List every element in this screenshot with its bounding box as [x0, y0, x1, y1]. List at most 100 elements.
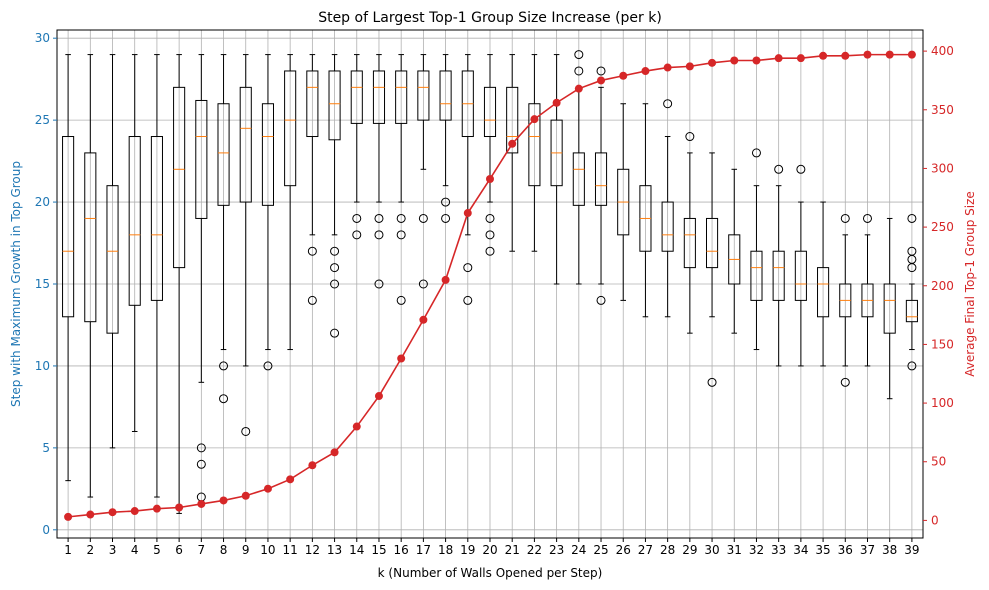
boxplot — [461, 54, 474, 305]
boxplot — [439, 54, 452, 223]
x-tick-label: 31 — [727, 543, 742, 557]
x-tick-label: 20 — [482, 543, 497, 557]
box-iqr — [195, 99, 208, 219]
box-iqr — [306, 70, 319, 138]
average-group-size-point — [597, 76, 606, 85]
average-group-size-point — [175, 503, 184, 512]
box-iqr — [572, 152, 585, 206]
outlier-point — [907, 213, 917, 223]
x-tick-label: 15 — [371, 543, 386, 557]
box-iqr — [817, 267, 830, 318]
x-tick-label: 29 — [682, 543, 697, 557]
box-iqr — [128, 136, 141, 306]
average-group-size-point — [219, 496, 228, 505]
outlier-point — [485, 213, 495, 223]
right-y-tick-label: 250 — [931, 220, 954, 234]
x-tick-label: 39 — [904, 543, 919, 557]
box-iqr — [395, 70, 408, 124]
boxplot — [150, 54, 163, 498]
x-tick-label: 4 — [131, 543, 139, 557]
boxplot — [861, 213, 874, 367]
box-iqr — [883, 283, 896, 334]
outlier-point — [374, 279, 384, 289]
outlier-point — [374, 230, 384, 240]
boxplot — [772, 164, 785, 367]
boxplot — [261, 54, 274, 371]
box-iqr — [439, 70, 452, 121]
average-group-size-point — [241, 491, 250, 500]
average-group-size-point — [907, 50, 916, 59]
x-tick-label: 6 — [175, 543, 183, 557]
x-tick-label: 18 — [438, 543, 453, 557]
average-group-size-point — [86, 510, 95, 519]
average-group-size-point — [730, 56, 739, 65]
outlier-point — [219, 361, 229, 371]
boxplot — [706, 152, 719, 387]
box-iqr — [150, 136, 163, 301]
outlier-point — [330, 279, 340, 289]
outlier-point — [396, 295, 406, 305]
x-tick-label: 2 — [86, 543, 94, 557]
x-tick-label: 3 — [109, 543, 117, 557]
x-tick-label: 25 — [593, 543, 608, 557]
box-iqr — [661, 201, 674, 252]
boxplot — [306, 54, 319, 305]
outlier-point — [485, 246, 495, 256]
outlier-point — [330, 246, 340, 256]
right-y-tick-label: 300 — [931, 161, 954, 175]
average-group-size-point — [552, 98, 561, 107]
boxplot — [483, 54, 497, 256]
box-iqr — [772, 250, 785, 301]
x-tick-label: 30 — [704, 543, 719, 557]
x-tick-label: 8 — [220, 543, 228, 557]
boxplot — [328, 54, 341, 338]
right-y-axis: 0 50 100 150 200 250 300 350 400 — [923, 44, 954, 527]
average-group-size-point — [286, 475, 295, 484]
left-y-axis-label: Step with Maximum Growth in Top Group — [9, 161, 23, 407]
boxplot — [728, 168, 741, 334]
box-iqr — [483, 86, 497, 138]
average-group-size-point — [308, 461, 317, 470]
outlier-point — [196, 459, 206, 469]
average-group-size-point — [64, 512, 73, 521]
average-group-size-point — [685, 62, 694, 71]
outlier-point — [396, 213, 406, 223]
box-iqr — [217, 103, 230, 206]
x-tick-label: 27 — [638, 543, 653, 557]
average-group-size-point — [463, 209, 472, 218]
left-y-tick-label: 25 — [35, 113, 50, 127]
boxplot — [239, 54, 252, 436]
x-tick-label: 32 — [749, 543, 764, 557]
outlier-point — [374, 213, 384, 223]
right-y-tick-label: 400 — [931, 44, 954, 58]
x-tick-label: 26 — [616, 543, 631, 557]
outlier-point — [330, 328, 340, 338]
x-axis: 1 2 3 4 5 6 7 8 9 10 11 12 13 14 15 16 17 18 19 20 21 22 23 24 2… — [64, 538, 920, 557]
left-y-tick-label: 20 — [35, 195, 50, 209]
average-group-size-point — [530, 115, 539, 124]
average-group-size-point — [752, 56, 761, 65]
x-tick-label: 11 — [283, 543, 298, 557]
outlier-point — [907, 361, 917, 371]
boxplot — [128, 54, 141, 432]
x-tick-label: 38 — [882, 543, 897, 557]
outlier-point — [862, 213, 872, 223]
outlier-point — [307, 295, 317, 305]
x-tick-label: 10 — [260, 543, 275, 557]
outlier-point — [796, 164, 806, 174]
x-tick-label: 24 — [571, 543, 586, 557]
average-group-size-point — [641, 67, 650, 76]
box-iqr — [506, 86, 519, 154]
box-iqr — [594, 152, 608, 206]
average-group-size-point — [441, 275, 450, 284]
x-tick-label: 33 — [771, 543, 786, 557]
average-group-size-point — [885, 50, 894, 59]
left-y-axis: 0 5 10 15 20 25 30 — [35, 31, 57, 537]
boxplot — [417, 54, 430, 289]
x-axis-label: k (Number of Walls Opened per Step) — [378, 566, 603, 580]
x-tick-label: 36 — [838, 543, 853, 557]
x-tick-label: 37 — [860, 543, 875, 557]
right-y-tick-label: 150 — [931, 337, 954, 351]
box-iqr — [239, 86, 252, 203]
boxplot — [661, 99, 674, 318]
